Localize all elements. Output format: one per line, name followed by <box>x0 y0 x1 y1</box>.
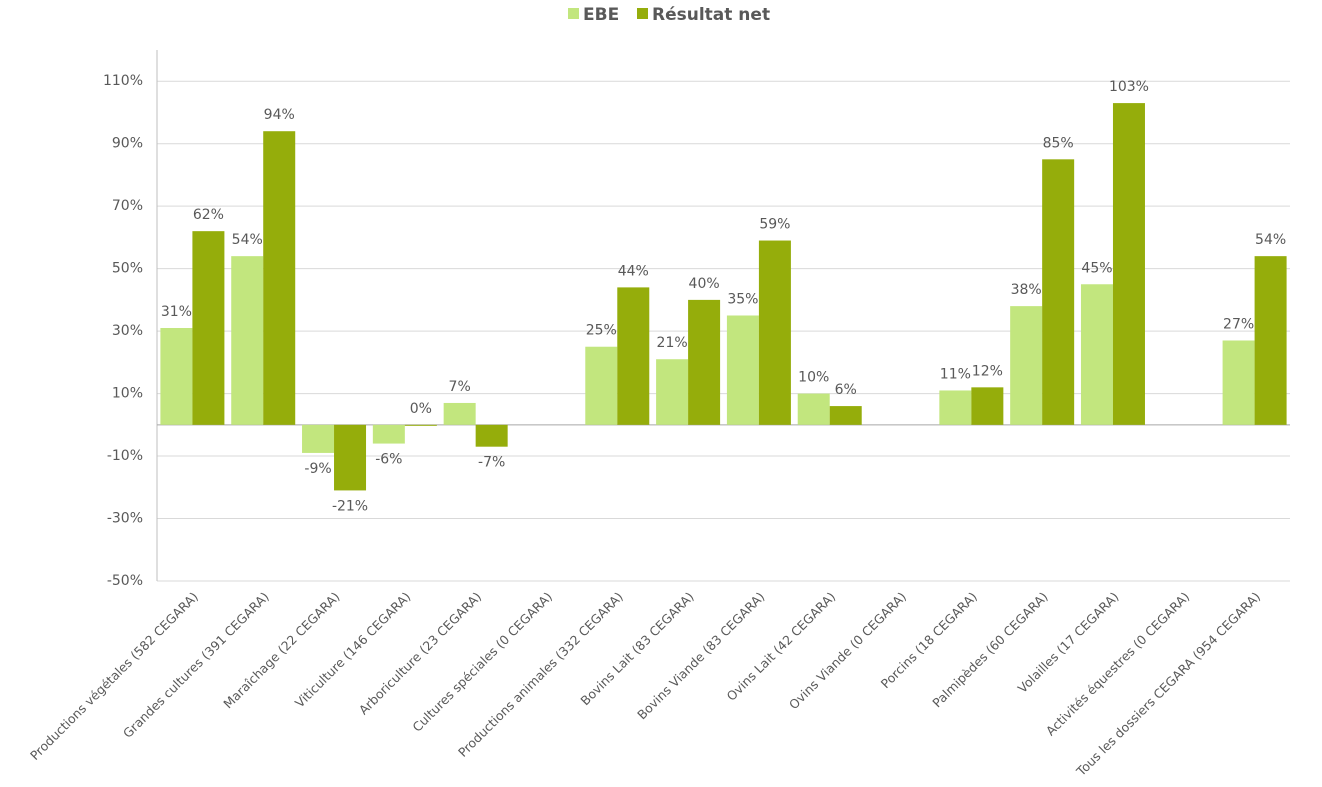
bar <box>726 315 759 425</box>
x-tick-label: Cultures spéciales (0 CEGARA) <box>409 589 555 735</box>
data-label: -6% <box>375 452 402 468</box>
x-tick-label: Maraîchage (22 CEGARA) <box>220 589 342 711</box>
bar <box>1112 103 1145 425</box>
data-label: 35% <box>727 292 758 308</box>
data-label: 54% <box>232 232 263 248</box>
x-tick-label: Arboriculture (23 CEGARA) <box>356 589 485 718</box>
data-label: 44% <box>618 263 649 279</box>
y-tick-label: -50% <box>107 573 143 589</box>
data-label: 6% <box>835 382 857 398</box>
bar <box>372 424 405 444</box>
bar <box>656 359 689 425</box>
y-tick-label: 110% <box>103 73 143 89</box>
data-label: 11% <box>940 366 971 382</box>
bar <box>263 131 296 425</box>
data-label: 0% <box>410 401 432 417</box>
data-label: 59% <box>759 217 790 233</box>
y-tick-label: 90% <box>112 136 143 152</box>
data-label: 25% <box>586 323 617 339</box>
x-tick-label: Bovins Viande (83 CEGARA) <box>634 589 767 722</box>
data-label: 45% <box>1081 260 1112 276</box>
bar <box>302 424 335 453</box>
x-tick-label: Grandes cultures (391 CEGARA) <box>120 589 272 741</box>
data-label: 54% <box>1255 232 1286 248</box>
data-label: -21% <box>332 498 368 514</box>
data-label: 94% <box>264 107 295 123</box>
bar <box>192 231 225 425</box>
x-tick-label: Ovins Viande (0 CEGARA) <box>786 589 909 712</box>
data-label: -9% <box>304 461 331 477</box>
data-label: 103% <box>1109 79 1149 95</box>
bar <box>475 424 508 447</box>
legend-swatch <box>568 8 579 19</box>
bar <box>971 387 1004 425</box>
data-label: -7% <box>478 455 505 471</box>
bar <box>1010 306 1043 425</box>
bar <box>231 256 264 425</box>
bar <box>797 393 830 425</box>
bar <box>758 240 791 425</box>
x-tick-label: Viticulture (146 CEGARA) <box>292 589 414 711</box>
legend-label: Résultat net <box>652 5 770 25</box>
bar <box>160 327 193 425</box>
bar <box>688 299 721 425</box>
x-tick-label: Palmipèdes (60 CEGARA) <box>929 589 1050 710</box>
data-label: 21% <box>657 335 688 351</box>
data-label: 85% <box>1043 135 1074 151</box>
bar <box>1080 284 1113 425</box>
bar <box>585 346 618 425</box>
bar <box>443 402 476 425</box>
bar <box>617 287 650 425</box>
bar <box>829 406 862 425</box>
bar <box>1254 256 1287 425</box>
y-tick-label: -10% <box>107 448 143 464</box>
bar <box>939 390 972 425</box>
bar <box>1042 159 1075 425</box>
data-label: 62% <box>193 207 224 223</box>
bar <box>334 424 367 491</box>
data-label: 27% <box>1223 316 1254 332</box>
y-tick-label: 50% <box>112 261 143 277</box>
data-label: 40% <box>689 276 720 292</box>
y-tick-label: 70% <box>112 198 143 214</box>
data-label: 31% <box>161 304 192 320</box>
x-tick-label: Activités équestres (0 CEGARA) <box>1043 589 1193 739</box>
x-tick-label: Bovins Lait (83 CEGARA) <box>577 589 696 708</box>
bar <box>404 424 437 426</box>
bar <box>1222 340 1255 425</box>
data-label: 10% <box>798 370 829 386</box>
legend-swatch <box>637 8 648 19</box>
y-tick-label: 30% <box>112 323 143 339</box>
data-label: 7% <box>449 379 471 395</box>
data-label: 12% <box>972 363 1003 379</box>
data-label: 38% <box>1011 282 1042 298</box>
y-tick-label: -30% <box>107 511 143 527</box>
legend-label: EBE <box>583 5 619 25</box>
y-tick-label: 10% <box>112 386 143 402</box>
